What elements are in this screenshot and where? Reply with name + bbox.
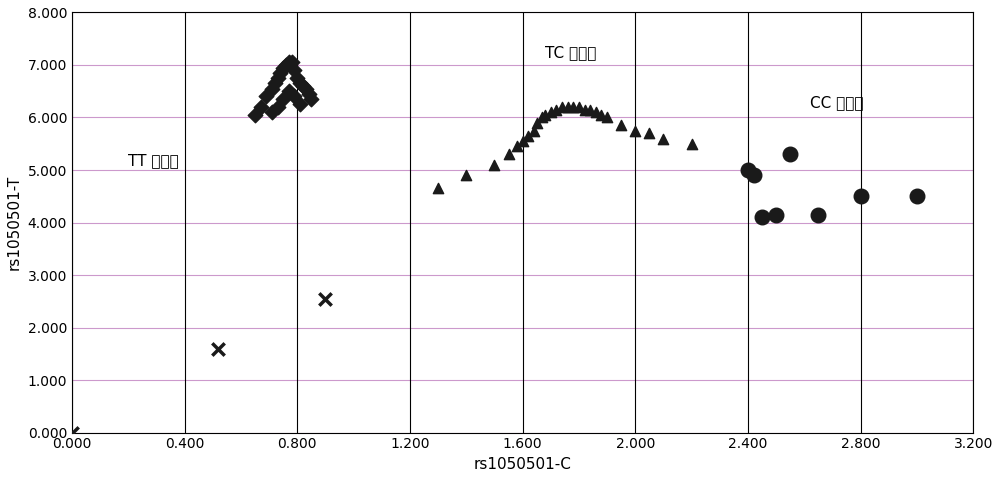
Point xyxy=(272,69,288,77)
Point xyxy=(810,211,826,218)
Point xyxy=(278,61,294,69)
Point xyxy=(768,211,784,218)
Point xyxy=(281,87,297,95)
Point xyxy=(303,95,319,103)
Point xyxy=(289,74,305,82)
Point xyxy=(571,103,587,111)
Point xyxy=(655,135,671,142)
Point xyxy=(613,122,629,129)
Point xyxy=(599,114,615,121)
Point xyxy=(486,161,502,169)
Point xyxy=(565,103,581,111)
Point xyxy=(270,103,286,111)
Point xyxy=(292,101,308,108)
Text: TC 基因型: TC 基因型 xyxy=(545,45,597,60)
Point xyxy=(537,111,553,119)
Point xyxy=(295,82,311,90)
Point xyxy=(253,103,269,111)
Point xyxy=(247,111,263,119)
Point xyxy=(543,108,559,116)
Text: CC 基因型: CC 基因型 xyxy=(810,95,863,110)
Point xyxy=(641,129,657,137)
Point xyxy=(292,80,308,87)
Point xyxy=(267,80,283,87)
Point xyxy=(264,85,280,92)
Point xyxy=(560,103,576,111)
Point xyxy=(554,103,570,111)
Point xyxy=(284,58,300,66)
Point xyxy=(298,85,314,92)
Point xyxy=(534,114,550,121)
Point xyxy=(430,184,446,192)
Point xyxy=(275,95,291,103)
Point xyxy=(264,108,280,116)
Point xyxy=(520,132,536,140)
Point xyxy=(588,108,604,116)
Point xyxy=(529,119,545,126)
Point xyxy=(317,295,333,303)
Point xyxy=(501,150,517,158)
Text: TT 基因型: TT 基因型 xyxy=(128,153,179,168)
Point xyxy=(627,127,643,135)
Point xyxy=(210,345,226,353)
Point xyxy=(458,171,474,179)
Point xyxy=(526,127,542,135)
Point xyxy=(270,74,286,82)
Point xyxy=(258,92,274,100)
Point xyxy=(301,90,317,98)
Point xyxy=(509,143,525,150)
Point xyxy=(740,166,756,174)
Point xyxy=(582,106,598,114)
Point xyxy=(909,193,925,200)
Point xyxy=(684,140,700,148)
Point xyxy=(281,58,297,66)
Point xyxy=(275,64,291,71)
Y-axis label: rs1050501-T: rs1050501-T xyxy=(7,175,22,270)
Point xyxy=(754,214,770,221)
Point xyxy=(515,137,531,145)
Point xyxy=(64,429,80,436)
Point xyxy=(782,150,798,158)
Point xyxy=(548,106,564,114)
Point xyxy=(286,67,302,74)
Point xyxy=(746,171,762,179)
Point xyxy=(853,193,869,200)
Point xyxy=(286,92,302,100)
X-axis label: rs1050501-C: rs1050501-C xyxy=(474,457,572,472)
Point xyxy=(593,111,609,119)
Point xyxy=(577,106,593,114)
